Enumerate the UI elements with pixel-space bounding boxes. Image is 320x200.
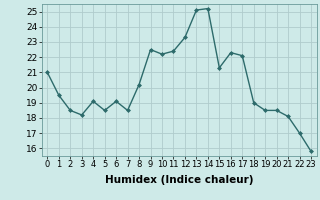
X-axis label: Humidex (Indice chaleur): Humidex (Indice chaleur) <box>105 175 253 185</box>
